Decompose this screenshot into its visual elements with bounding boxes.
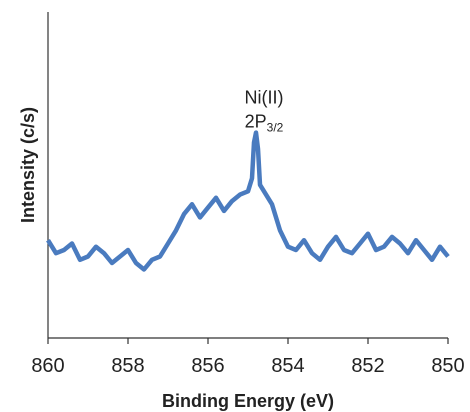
plot-area xyxy=(47,12,448,339)
annotation-2p-main: 2P xyxy=(245,111,267,131)
x-tick-label: 858 xyxy=(111,355,144,377)
annotation-2p32: 2P3/2 xyxy=(245,111,284,134)
x-tick-label: 854 xyxy=(271,355,304,377)
x-tick-label: 852 xyxy=(351,355,384,377)
series-line-ni-2p xyxy=(46,130,450,272)
annotation-ni-ii: Ni(II) xyxy=(245,87,284,107)
x-axis-ticks: 860 858 856 854 852 850 xyxy=(31,338,465,377)
x-tick-label: 850 xyxy=(431,355,464,377)
y-axis-title: Intensity (c/s) xyxy=(18,107,38,223)
x-axis-title: Binding Energy (eV) xyxy=(162,391,334,411)
x-tick-label: 856 xyxy=(191,355,224,377)
annotation-2p-subscript: 3/2 xyxy=(267,120,284,134)
x-tick-label: 860 xyxy=(31,355,64,377)
